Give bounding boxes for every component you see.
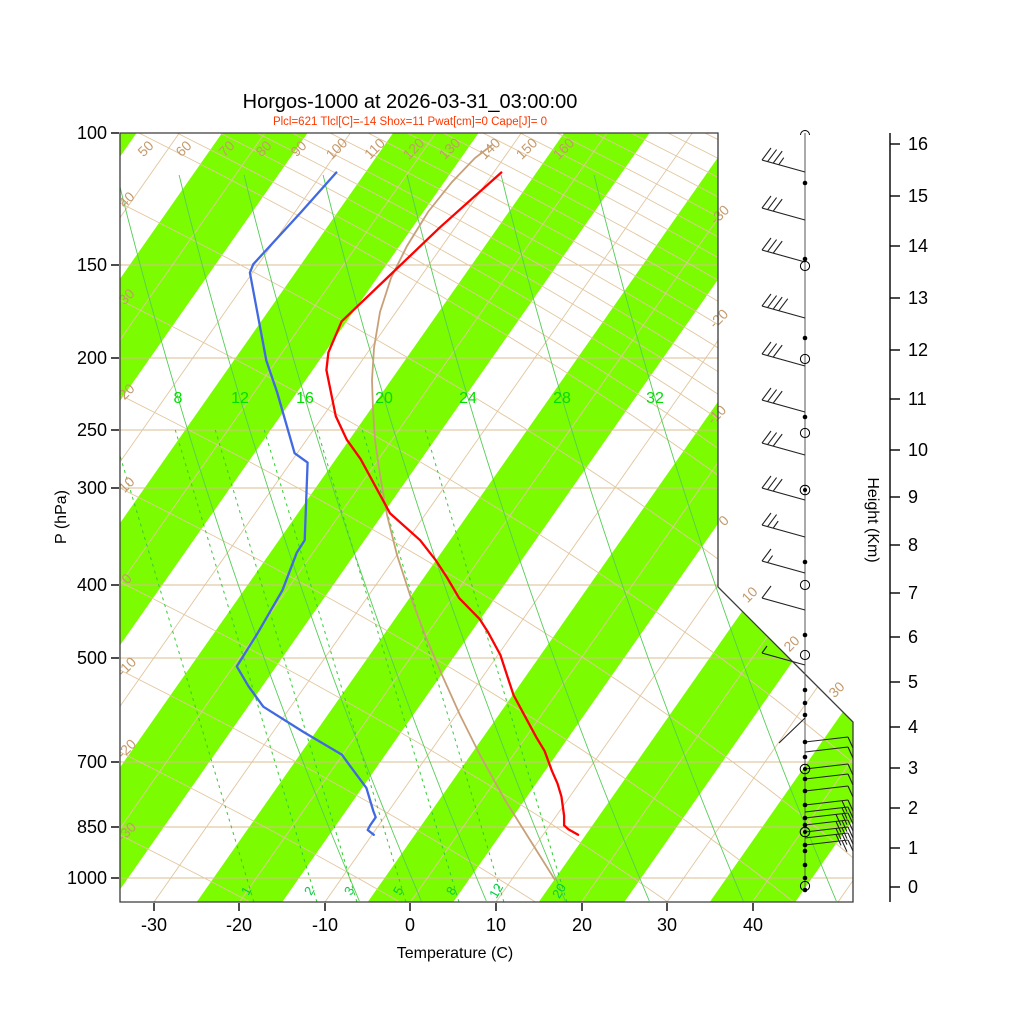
plot-label: 14 <box>908 236 928 256</box>
plot-label: 12 <box>908 340 928 360</box>
plot-label: 8 <box>174 390 183 407</box>
plot-label: 16 <box>908 134 928 154</box>
temperature-axis-title: Temperature (C) <box>397 945 513 962</box>
plot-label: 4 <box>908 717 918 737</box>
plot-label: 1 <box>908 838 918 858</box>
profile-curves <box>235 171 580 836</box>
plot-label: 20 <box>549 881 569 901</box>
plot-label: 0 <box>405 915 415 935</box>
plot-label: 5 <box>908 672 918 692</box>
plot-label: 700 <box>77 752 107 772</box>
plot-label: -30 <box>141 915 167 935</box>
plot-label: 11 <box>908 389 927 409</box>
plot-label: 300 <box>77 478 107 498</box>
plot-label: 1000 <box>67 868 107 888</box>
plot-label: 12 <box>231 390 249 407</box>
plot-label: 2 <box>908 798 918 818</box>
plot-label: 150 <box>513 134 541 162</box>
plot-label: 40 <box>743 915 763 935</box>
chart-subtitle: Plcl=621 Tlcl[C]=-14 Shox=11 Pwat[cm]=0 … <box>273 116 547 128</box>
plot-label: 28 <box>553 390 571 407</box>
plot-label: -20 <box>226 915 252 935</box>
plot-label: 30 <box>657 915 677 935</box>
plot-label: 7 <box>908 583 918 603</box>
plot-label: 10 <box>738 583 760 605</box>
parcel-curve <box>371 144 556 881</box>
plot-label: 10 <box>486 915 506 935</box>
plot-label: 3 <box>908 758 918 778</box>
plot-label: 16 <box>296 390 314 407</box>
plot-label: 20 <box>780 632 802 654</box>
plot-label: 140 <box>476 134 504 162</box>
plot-label: 6 <box>908 627 918 647</box>
pressure-axis-title: P (hPa) <box>53 490 70 544</box>
chart-title: Horgos-1000 at 2026-03-31_03:00:00 <box>243 91 578 113</box>
dry-adiabat-lines <box>120 133 853 902</box>
plot-label: 13 <box>908 288 928 308</box>
plot-label: 0 <box>908 877 918 897</box>
plot-label: 2 <box>301 884 318 898</box>
plot-label: 200 <box>77 348 107 368</box>
plot-label: 12 <box>486 881 506 901</box>
plot-label: 150 <box>77 255 107 275</box>
plot-label: 40 <box>115 188 137 210</box>
plot-label: 10 <box>908 440 928 460</box>
wind-barb-column <box>761 130 854 893</box>
plot-label: 8 <box>908 535 918 555</box>
plot-label: 400 <box>77 575 107 595</box>
pressure-grid-lines <box>120 133 853 879</box>
plot-label: 32 <box>646 390 664 407</box>
plot-label: 500 <box>77 648 107 668</box>
plot-label: 20 <box>115 380 137 402</box>
plot-label: 100 <box>77 123 107 143</box>
plot-label: -10 <box>312 915 338 935</box>
plot-label: 24 <box>459 390 477 407</box>
height-axis-title: Height (Km) <box>864 477 881 562</box>
plot-label: 9 <box>908 487 918 507</box>
plot-label: 10 <box>115 473 137 495</box>
mixing-ratio-lines <box>120 429 568 902</box>
plot-label: 15 <box>908 186 928 206</box>
plot-label: 20 <box>375 390 393 407</box>
plot-label: 850 <box>77 817 107 837</box>
plot-border <box>119 132 854 903</box>
plot-label: 3 <box>341 884 358 898</box>
plot-label: 250 <box>77 420 107 440</box>
plot-label: 20 <box>572 915 592 935</box>
